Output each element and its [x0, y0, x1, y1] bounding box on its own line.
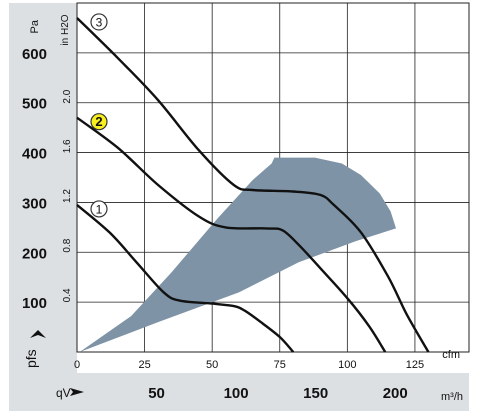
curve-1	[76, 203, 295, 353]
region-layer	[79, 157, 396, 352]
curve-marker-2	[90, 113, 108, 131]
curve-2	[76, 116, 387, 353]
x-axis-arrow-icon	[70, 388, 84, 396]
x-axis-band	[9, 373, 469, 411]
curve-marker-label-3: 3	[96, 15, 103, 29]
y-axis-arrow-icon	[30, 330, 46, 338]
y-axis-unit: Pa	[29, 19, 41, 33]
y-tick-label: 200	[22, 245, 47, 262]
series-layer: 1 2 3	[76, 13, 430, 353]
x-tick-label: 125	[406, 359, 424, 371]
plot-frame	[76, 2, 470, 353]
curve-3	[76, 17, 430, 353]
y-tick-label: 600	[22, 46, 47, 63]
curve-marker-label-1: 1	[96, 202, 103, 216]
y-secondary-tick-label: 1.2	[62, 189, 73, 203]
x-tick-label: 0	[74, 359, 80, 371]
y-tick-label: 300	[22, 195, 47, 212]
x-tick-label: 50	[206, 359, 218, 371]
x-axis-unit: cfm	[442, 349, 460, 361]
x-secondary-tick-label: 100	[224, 385, 249, 402]
y-secondary-tick-label: 2.0	[62, 89, 73, 103]
y-tick-label: 100	[22, 295, 47, 312]
y-axis-secondary-unit: in H2O	[60, 14, 71, 45]
x-tick-label: 75	[274, 359, 286, 371]
curve-marker-1	[90, 200, 108, 218]
y-tick-label: 400	[22, 146, 47, 163]
x-secondary-tick-label: 200	[383, 385, 408, 402]
grid-layer	[76, 2, 470, 353]
y-secondary-tick-label: 1.6	[62, 139, 73, 153]
x-secondary-tick-label: 50	[148, 385, 165, 402]
y-tick-label: 500	[22, 96, 47, 113]
y-secondary-tick-label: 0.8	[62, 238, 73, 252]
y-axis-symbol: pfs	[23, 349, 39, 368]
x-axis-secondary-unit: m³/h	[441, 391, 463, 403]
curve-marker-3	[90, 13, 108, 31]
tick-layer: 100 200 300 400 500 600 0.4 0.8 1.2 1.6 2.0 0 25 50 75…	[22, 46, 424, 402]
x-axis-symbol: qV	[56, 386, 71, 400]
x-secondary-tick-label: 150	[303, 385, 328, 402]
x-tick-label: 25	[138, 359, 150, 371]
curve-marker-label-2: 2	[95, 114, 102, 129]
operating-region	[79, 157, 396, 352]
y-axis-band	[9, 3, 77, 373]
x-tick-label: 100	[338, 359, 356, 371]
y-secondary-tick-label: 0.4	[62, 288, 73, 302]
